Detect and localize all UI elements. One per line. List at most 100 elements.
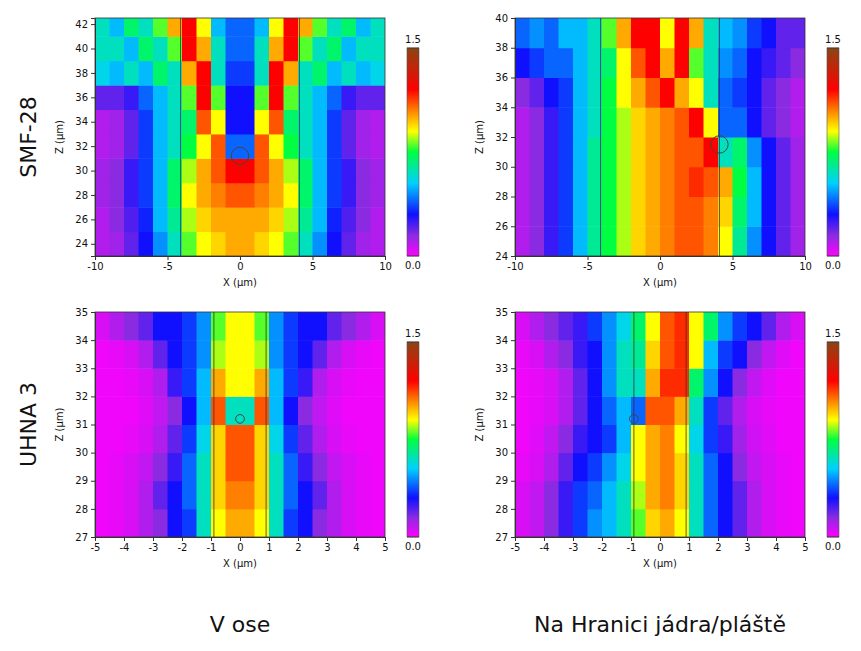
tick: -5 bbox=[583, 256, 593, 272]
cell bbox=[211, 425, 226, 454]
cell bbox=[747, 78, 762, 108]
cell bbox=[718, 312, 733, 341]
tick-label: 29 bbox=[495, 475, 508, 486]
cell bbox=[95, 509, 110, 537]
cell bbox=[356, 61, 371, 86]
cell bbox=[168, 340, 183, 369]
cell bbox=[95, 158, 110, 183]
y-axis: 272829303132333435 bbox=[495, 307, 515, 543]
cell bbox=[284, 312, 299, 341]
cell bbox=[197, 134, 212, 159]
cell bbox=[631, 18, 646, 48]
cell bbox=[733, 226, 748, 256]
cell bbox=[718, 167, 733, 197]
cell bbox=[747, 18, 762, 48]
cell bbox=[371, 134, 386, 159]
cell bbox=[124, 453, 139, 482]
tick-label: -5 bbox=[91, 542, 101, 553]
cell bbox=[371, 110, 386, 135]
cell bbox=[791, 396, 806, 425]
tick-mark bbox=[805, 537, 806, 541]
cell bbox=[776, 396, 791, 425]
cell bbox=[226, 85, 241, 110]
tick-label: -1 bbox=[207, 542, 217, 553]
cell bbox=[559, 137, 574, 167]
tick-mark bbox=[718, 537, 719, 541]
cell bbox=[791, 340, 806, 369]
tick-mark bbox=[511, 226, 515, 227]
cell bbox=[356, 134, 371, 159]
tick-mark bbox=[91, 97, 95, 98]
cell bbox=[776, 453, 791, 482]
cell bbox=[269, 61, 284, 86]
cell bbox=[718, 481, 733, 510]
cell bbox=[573, 48, 588, 78]
cell bbox=[327, 312, 342, 341]
cell bbox=[631, 312, 646, 341]
cell bbox=[776, 107, 791, 137]
cell bbox=[197, 340, 212, 369]
cell bbox=[240, 340, 255, 369]
axis-line bbox=[516, 257, 806, 261]
colorbar-tick bbox=[407, 537, 419, 538]
cell bbox=[197, 312, 212, 341]
cell bbox=[269, 368, 284, 397]
tick-label: 5 bbox=[730, 261, 736, 272]
cell bbox=[573, 481, 588, 510]
cell bbox=[298, 110, 313, 135]
cell bbox=[110, 340, 125, 369]
tick-label: 32 bbox=[495, 132, 508, 143]
cell bbox=[573, 368, 588, 397]
cell bbox=[139, 183, 154, 208]
cell bbox=[240, 232, 255, 256]
cell bbox=[327, 368, 342, 397]
cell bbox=[791, 312, 806, 341]
cell bbox=[776, 340, 791, 369]
y-axis: 24262830323436384042 bbox=[75, 19, 95, 257]
tick-label: 30 bbox=[75, 447, 88, 458]
cell bbox=[298, 368, 313, 397]
cell bbox=[313, 312, 328, 341]
cell bbox=[153, 61, 168, 86]
cell bbox=[356, 18, 371, 37]
cell bbox=[371, 481, 386, 510]
tick-mark bbox=[182, 537, 183, 541]
cell bbox=[240, 207, 255, 232]
tick-label: 32 bbox=[75, 391, 88, 402]
y-axis-title: Z (µm) bbox=[474, 120, 485, 154]
cell bbox=[110, 183, 125, 208]
cell bbox=[689, 481, 704, 510]
cell bbox=[226, 18, 241, 37]
cell bbox=[559, 396, 574, 425]
cell bbox=[139, 85, 154, 110]
cell bbox=[313, 207, 328, 232]
cell bbox=[124, 134, 139, 159]
cell bbox=[646, 107, 661, 137]
y-axis: 272829303132333435 bbox=[75, 307, 95, 543]
cell bbox=[255, 110, 270, 135]
cell bbox=[269, 158, 284, 183]
cell bbox=[791, 453, 806, 482]
cell bbox=[95, 18, 110, 37]
cell bbox=[646, 78, 661, 108]
cell bbox=[733, 137, 748, 167]
cell bbox=[269, 509, 284, 537]
tick-label: 5 bbox=[310, 261, 316, 272]
cell bbox=[211, 368, 226, 397]
cell bbox=[762, 509, 777, 537]
tick-label: 0 bbox=[237, 261, 243, 272]
cell bbox=[530, 107, 545, 137]
cell bbox=[124, 183, 139, 208]
cell bbox=[515, 107, 530, 137]
cell bbox=[356, 36, 371, 61]
cell bbox=[182, 396, 197, 425]
tick-label: 34 bbox=[495, 102, 508, 113]
cell bbox=[646, 340, 661, 369]
cell bbox=[573, 107, 588, 137]
cell bbox=[689, 167, 704, 197]
cell bbox=[211, 396, 226, 425]
cell bbox=[182, 207, 197, 232]
cell bbox=[776, 48, 791, 78]
cell bbox=[515, 509, 530, 537]
cell bbox=[544, 396, 559, 425]
